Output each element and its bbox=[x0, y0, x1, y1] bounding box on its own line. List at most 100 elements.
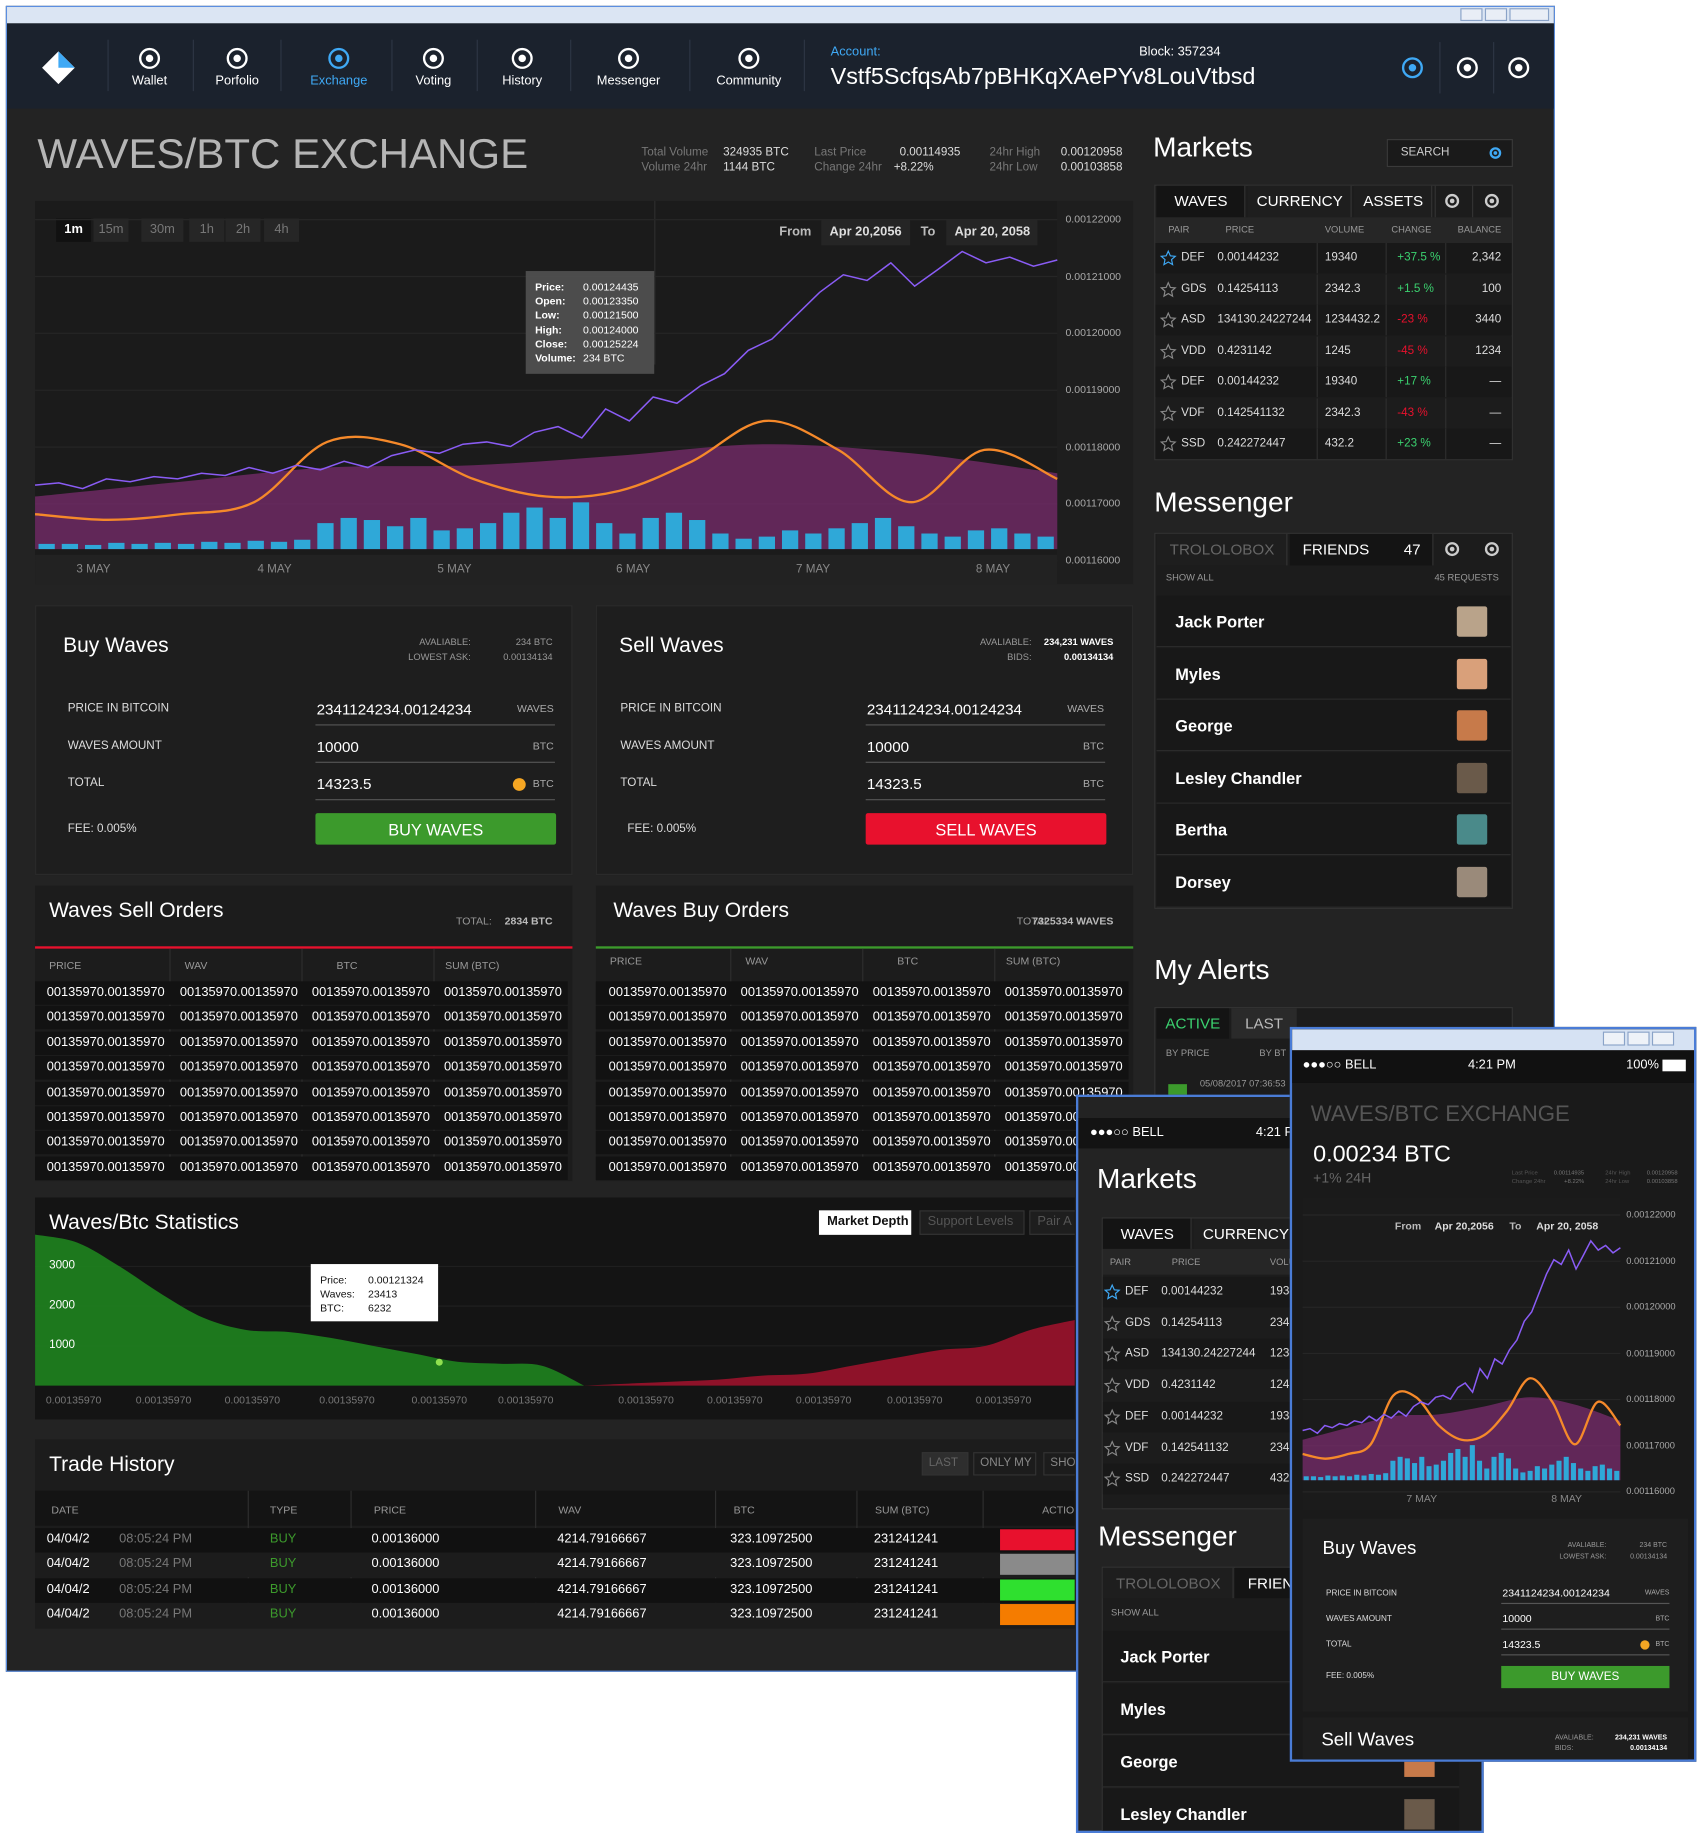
input-value[interactable]: 14323.5 bbox=[866, 775, 922, 793]
friend-name[interactable]: Lesley Chandler bbox=[1120, 1804, 1247, 1824]
interval-button[interactable] bbox=[141, 218, 184, 242]
window-control[interactable] bbox=[1509, 8, 1550, 22]
input-value[interactable]: 10000 bbox=[866, 737, 910, 756]
tab[interactable] bbox=[1156, 533, 1288, 566]
tab-label[interactable]: ASSETS bbox=[1363, 192, 1424, 210]
tab[interactable] bbox=[1289, 533, 1434, 566]
tab-label[interactable]: Support Levels bbox=[927, 1214, 1014, 1229]
interval-button[interactable] bbox=[264, 218, 300, 242]
cell: BUY bbox=[269, 1532, 297, 1547]
tab[interactable] bbox=[919, 1210, 1025, 1235]
window-control[interactable] bbox=[1602, 1031, 1626, 1046]
friend-name[interactable]: Myles bbox=[1120, 1699, 1166, 1719]
action-button[interactable] bbox=[1000, 1603, 1075, 1625]
tab[interactable] bbox=[1102, 1218, 1192, 1249]
tab[interactable] bbox=[1029, 1210, 1075, 1235]
action-button[interactable] bbox=[315, 813, 557, 845]
friend-name[interactable]: Dorsey bbox=[1175, 872, 1231, 891]
tab-label[interactable]: WAVES bbox=[1120, 1224, 1174, 1243]
friend-row[interactable] bbox=[1156, 803, 1511, 856]
input-value[interactable]: 14323.5 bbox=[316, 775, 372, 793]
friend-row[interactable] bbox=[1156, 595, 1511, 648]
interval-button[interactable] bbox=[189, 218, 225, 242]
input-value[interactable]: 10000 bbox=[316, 737, 359, 756]
input-value[interactable]: 10000 bbox=[1502, 1612, 1532, 1625]
input-value[interactable]: 2341124234.00124234 bbox=[316, 700, 472, 718]
interval-button[interactable] bbox=[56, 218, 92, 242]
friend-row[interactable] bbox=[1156, 647, 1511, 700]
window-control[interactable] bbox=[1460, 8, 1483, 22]
tab-label[interactable]: Market Depth bbox=[827, 1214, 909, 1229]
interval-label[interactable]: 4h bbox=[274, 222, 289, 237]
tab-label[interactable]: ACTIVE bbox=[1165, 1014, 1221, 1033]
show-all[interactable]: SHOW ALL bbox=[1165, 572, 1214, 583]
friend-row[interactable] bbox=[1156, 751, 1511, 804]
tab-label[interactable]: CURRENCY bbox=[1202, 1224, 1289, 1243]
filter-label[interactable]: SHO bbox=[1050, 1456, 1075, 1470]
filter-button[interactable] bbox=[973, 1452, 1037, 1476]
interval-label[interactable]: 1h bbox=[199, 222, 214, 237]
tab-label[interactable]: TROLOLOBOX bbox=[1169, 540, 1275, 558]
input-value[interactable]: 2341124234.00124234 bbox=[1502, 1587, 1610, 1599]
nav-item[interactable]: Porfolio bbox=[215, 74, 259, 89]
interval-button[interactable] bbox=[225, 218, 261, 242]
tab[interactable] bbox=[1156, 185, 1246, 218]
friend-name[interactable]: Myles bbox=[1175, 664, 1221, 683]
interval-button[interactable] bbox=[93, 218, 129, 242]
action-button[interactable] bbox=[1000, 1554, 1075, 1576]
friend-name[interactable]: Jack Porter bbox=[1120, 1647, 1210, 1666]
show-all[interactable]: SHOW ALL bbox=[1111, 1607, 1159, 1619]
filter-button[interactable] bbox=[921, 1452, 969, 1476]
window-control[interactable] bbox=[1651, 1031, 1675, 1046]
tab[interactable] bbox=[1247, 185, 1352, 218]
interval-label[interactable]: 30m bbox=[149, 222, 175, 237]
tab-label[interactable]: LAST bbox=[1245, 1014, 1284, 1033]
action-button[interactable] bbox=[1000, 1529, 1075, 1551]
friend-name[interactable]: George bbox=[1175, 716, 1233, 735]
button-label[interactable]: SELL WAVES bbox=[935, 820, 1037, 839]
filter-label[interactable]: ONLY MY bbox=[980, 1456, 1032, 1470]
interval-label[interactable]: 1m bbox=[64, 222, 83, 237]
tab[interactable] bbox=[818, 1210, 912, 1235]
friend-row[interactable] bbox=[1156, 699, 1511, 752]
tab[interactable] bbox=[1231, 1008, 1297, 1039]
nav-item[interactable]: Wallet bbox=[131, 74, 168, 89]
section-title: Markets bbox=[1153, 132, 1253, 164]
tab[interactable] bbox=[1102, 1567, 1234, 1599]
input-value[interactable]: 14323.5 bbox=[1502, 1638, 1541, 1651]
friend-name[interactable]: Bertha bbox=[1175, 820, 1228, 839]
friend-name[interactable]: Lesley Chandler bbox=[1175, 768, 1302, 787]
filter-button[interactable] bbox=[1043, 1452, 1075, 1476]
friend-name[interactable]: Jack Porter bbox=[1175, 612, 1265, 631]
tab-label[interactable]: CURRENCY bbox=[1256, 192, 1343, 210]
tab[interactable] bbox=[1354, 185, 1433, 218]
window-control[interactable] bbox=[1484, 8, 1508, 22]
window-control[interactable] bbox=[1627, 1031, 1650, 1046]
nav-item[interactable]: Voting bbox=[415, 74, 452, 89]
cell: 00135970.00135970 bbox=[46, 1110, 165, 1125]
friend-row[interactable] bbox=[1156, 855, 1511, 908]
friend-name[interactable]: George bbox=[1120, 1752, 1178, 1772]
button-label[interactable]: BUY WAVES bbox=[1551, 1670, 1620, 1684]
action-button[interactable] bbox=[1000, 1579, 1075, 1601]
button-label[interactable]: BUY WAVES bbox=[388, 820, 484, 839]
friend-row[interactable] bbox=[1102, 1788, 1460, 1831]
nav-item[interactable]: Messenger bbox=[596, 74, 661, 89]
icon bbox=[1508, 57, 1530, 79]
input-value[interactable]: 2341124234.00124234 bbox=[866, 700, 1022, 718]
interval-label[interactable]: 2h bbox=[235, 222, 251, 237]
action-button[interactable] bbox=[1501, 1665, 1670, 1689]
interval-label[interactable]: 15m bbox=[98, 222, 124, 237]
tab-label[interactable]: WAVES bbox=[1174, 192, 1228, 210]
nav-item[interactable]: Community bbox=[716, 74, 782, 89]
tab[interactable] bbox=[1156, 1008, 1230, 1039]
tab-label[interactable]: Pair A bbox=[1037, 1214, 1072, 1229]
nav-item[interactable]: History bbox=[502, 74, 543, 89]
icon-shape bbox=[511, 47, 533, 69]
tab[interactable] bbox=[1193, 1218, 1298, 1249]
tab-label[interactable]: FRIENDS bbox=[1302, 540, 1370, 558]
tab-label[interactable]: TROLOLOBOX bbox=[1115, 1574, 1221, 1592]
filter-label[interactable]: LAST bbox=[928, 1456, 958, 1470]
action-button[interactable] bbox=[865, 813, 1107, 845]
nav-item[interactable]: Exchange bbox=[310, 74, 368, 89]
